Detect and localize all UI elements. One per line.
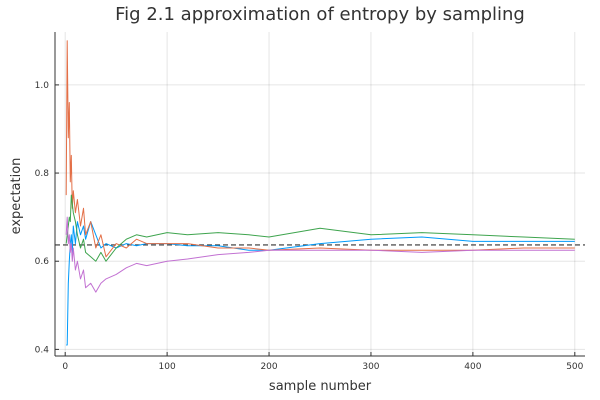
y-ticks: 0.4 0.6 0.8 1.0	[35, 81, 59, 355]
x-tick-label: 100	[159, 362, 176, 372]
y-tick-label: 0.4	[35, 345, 50, 355]
series-line	[65, 40, 575, 258]
y-tick-label: 0.8	[35, 169, 50, 179]
x-tick-label: 0	[62, 362, 68, 372]
series-line	[65, 194, 575, 262]
series-group	[65, 40, 575, 346]
x-tick-label: 300	[362, 362, 379, 372]
x-tick-label: 200	[260, 362, 277, 372]
y-tick-label: 1.0	[35, 81, 50, 91]
x-axis-label: sample number	[269, 379, 372, 394]
series-line	[65, 216, 575, 293]
x-ticks: 0 100 200 300 400 500	[62, 352, 584, 372]
x-tick-label: 400	[464, 362, 481, 372]
y-tick-label: 0.6	[35, 257, 50, 267]
axes	[54, 32, 585, 357]
x-tick-label: 500	[566, 362, 583, 372]
chart-title: Fig 2.1 approximation of entropy by samp…	[115, 4, 525, 25]
y-axis-label: expectation	[9, 158, 24, 235]
grid-lines	[55, 32, 585, 356]
